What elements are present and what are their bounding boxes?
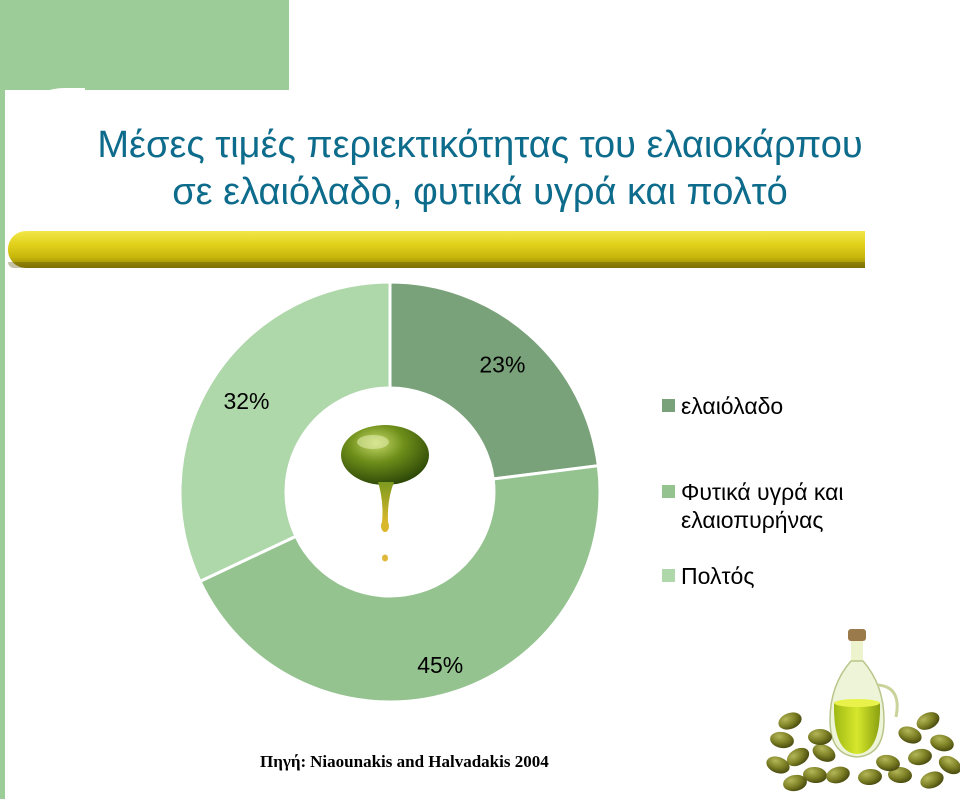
legend-label: ελαιόλαδο <box>681 393 784 419</box>
olive-fruit <box>930 734 954 752</box>
data-label-0: 23% <box>479 351 525 377</box>
olive-fruit <box>908 748 932 766</box>
legend-swatch <box>662 485 675 498</box>
title-line-1: Μέσες τιμές περιεκτικότητας του ελαιοκάρ… <box>97 124 863 166</box>
donut-slices <box>178 280 602 704</box>
title-underline-bar <box>8 231 865 268</box>
olive-fruit <box>858 768 882 786</box>
donut-slice-2 <box>178 280 392 584</box>
corner-tab-decoration <box>0 0 289 90</box>
title-underline-shadow <box>8 262 865 268</box>
olive-fruit <box>786 747 810 767</box>
olive-oil-bottle-icon <box>766 629 960 792</box>
legend-item-poltos: Πολτός <box>662 562 911 590</box>
data-label-1: 45% <box>417 652 463 678</box>
data-label-2: 32% <box>223 388 269 414</box>
slide-title: Μέσες τιμές περιεκτικότητας του ελαιοκάρ… <box>0 122 960 216</box>
olive-fruit <box>808 729 832 745</box>
donut-data-labels: 23% 45% 32% <box>223 351 525 677</box>
legend-swatch <box>662 569 675 582</box>
olive-fruit <box>916 712 940 730</box>
title-line-2: σε ελαιόλαδο, φυτικά υγρά και πολτό <box>172 171 788 213</box>
legend-label: Πολτός <box>681 563 755 589</box>
legend-item-elaiolado: ελαιόλαδο <box>662 392 911 420</box>
olive-fruit <box>898 726 922 744</box>
legend-label: Φυτικά υγρά και ελαιοπυρήνας <box>681 479 844 533</box>
source-text: Niaounakis and Halvadakis 2004 <box>310 752 549 771</box>
olive-fruit <box>803 766 827 784</box>
legend-swatch <box>662 399 675 412</box>
olive-fruit <box>812 744 836 762</box>
olive-fruit <box>876 754 900 772</box>
olive-fruit <box>770 731 794 749</box>
olive-fruit <box>783 774 807 792</box>
left-band-decoration <box>0 0 5 799</box>
olive-fruit <box>778 712 802 730</box>
olive-fruit <box>920 771 944 789</box>
donut-chart: 23% 45% 32% <box>178 280 602 704</box>
donut-slice-0 <box>388 280 601 481</box>
olive-fruit <box>888 766 912 784</box>
source-label: Πηγή: <box>260 752 307 771</box>
olive-fruit <box>826 766 850 784</box>
legend-item-fytika-ygra: Φυτικά υγρά και ελαιοπυρήνας <box>662 478 911 534</box>
olive-fruit <box>938 755 960 775</box>
donut-slice-1 <box>197 464 602 704</box>
source-citation: Πηγή: Niaounakis and Halvadakis 2004 <box>260 752 549 772</box>
olive-fruit <box>766 756 790 774</box>
olive-oil-drop-icon <box>341 425 429 562</box>
